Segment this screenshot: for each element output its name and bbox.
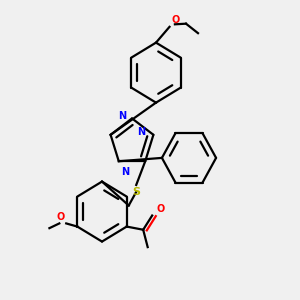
Text: O: O [171,15,179,25]
Text: S: S [132,188,140,197]
Text: O: O [56,212,64,223]
Text: N: N [118,111,127,121]
Text: N: N [137,127,145,137]
Text: O: O [156,204,164,214]
Text: N: N [122,167,130,177]
